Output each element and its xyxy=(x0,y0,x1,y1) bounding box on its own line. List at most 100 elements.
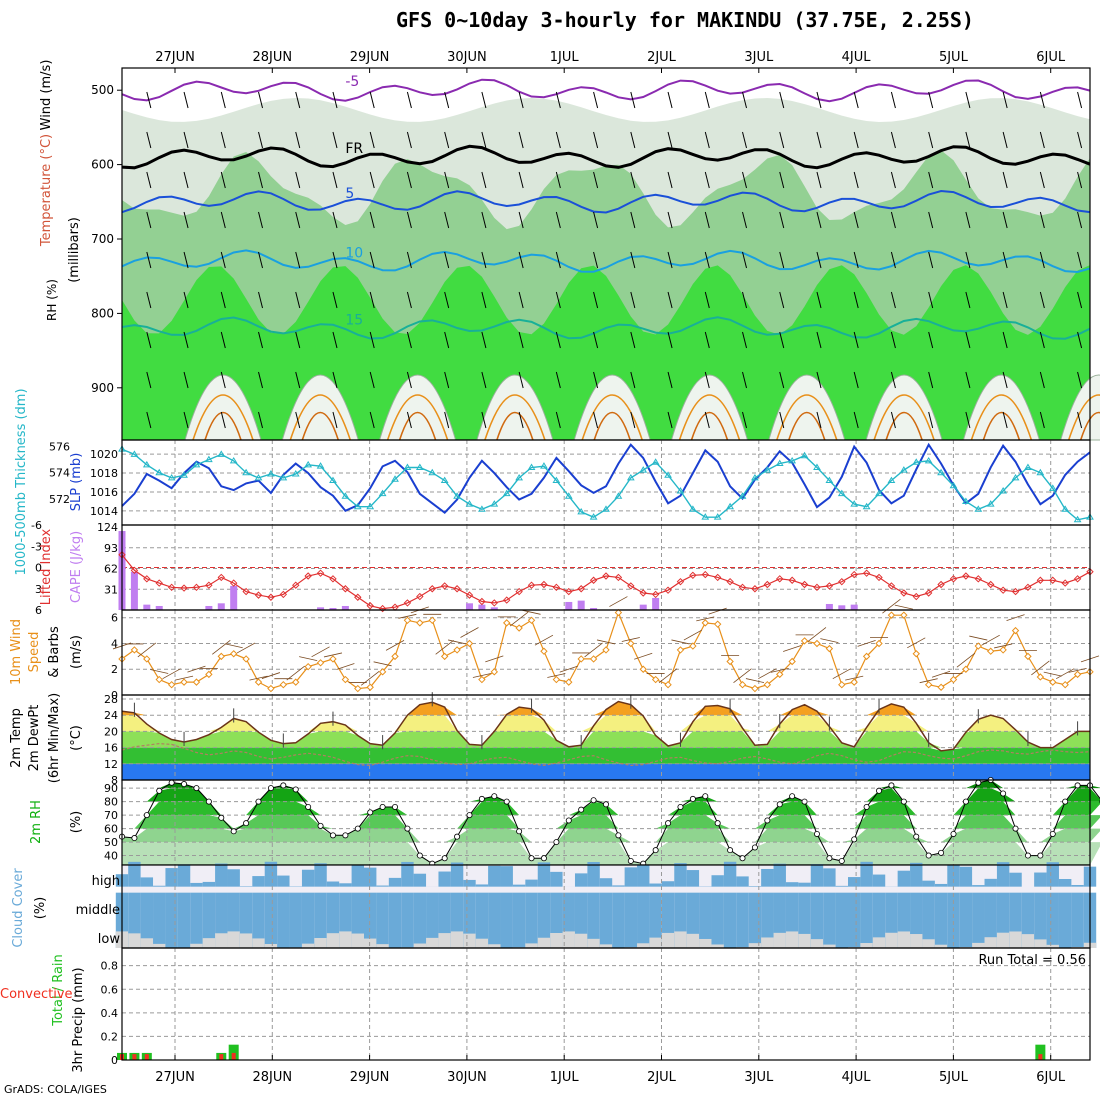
rh-marker xyxy=(565,817,572,824)
wind-speed-marker xyxy=(527,616,536,625)
wind-barb-10m xyxy=(261,672,281,679)
rh-marker xyxy=(813,830,820,837)
wind-barb xyxy=(555,371,561,389)
slp-axis-title: SLP (mb) xyxy=(69,453,84,512)
wind-speed-marker xyxy=(602,646,610,654)
cloud-bar-middle xyxy=(1071,892,1084,948)
lifted-index-marker xyxy=(155,579,163,587)
rh-band-fill xyxy=(122,842,1100,865)
cloud-bar-high xyxy=(128,861,141,887)
cloud-bar-high xyxy=(177,864,191,887)
dry-plume xyxy=(184,374,262,441)
wind-barb xyxy=(406,211,412,229)
wind-speed-marker xyxy=(155,675,163,684)
wind-barb xyxy=(1039,371,1045,389)
lifted-tick-label: 6 xyxy=(35,604,42,617)
lifted-index-marker xyxy=(701,570,709,579)
cloud-bar-low xyxy=(1009,931,1022,948)
wind-barb xyxy=(779,131,785,149)
rh-tick-label: 60 xyxy=(104,823,118,836)
rh-marker xyxy=(876,787,883,794)
wind-barb xyxy=(890,91,896,109)
rh-tick-label: 40 xyxy=(104,850,118,863)
wind-barb xyxy=(928,411,934,429)
thickness-marker xyxy=(626,473,635,481)
lifted-index-marker xyxy=(440,582,449,590)
wind-barb xyxy=(444,371,450,389)
rh-marker xyxy=(404,825,411,832)
cloud-unit-label: (%) xyxy=(33,897,48,920)
panel-frame xyxy=(121,947,1091,1061)
wind-barb xyxy=(704,211,710,229)
precip-convective-bar xyxy=(1038,1054,1043,1060)
thickness-marker xyxy=(751,473,759,481)
wind10m-axis-title-1: 10m Wind xyxy=(9,619,24,685)
wind-barb-10m xyxy=(783,645,802,652)
wind-barb xyxy=(295,91,301,109)
wind-tick-label: 4 xyxy=(111,637,118,650)
wind-barb xyxy=(593,411,599,429)
rh-marker xyxy=(1024,852,1031,859)
rh-axis-title: RH (%) xyxy=(45,279,59,321)
date-label-top: 5JUL xyxy=(939,50,969,65)
wind-barb xyxy=(183,251,189,269)
cloud-bar-high xyxy=(376,885,389,887)
cloud-bar-low xyxy=(301,943,315,948)
cloud-bar-low xyxy=(761,937,774,948)
rh-marker xyxy=(392,803,399,810)
temp-axis-title-3: (6hr Min/Max) xyxy=(47,693,62,783)
cloud-bar-middle xyxy=(537,892,551,948)
cloud-bar-low xyxy=(897,931,911,948)
cape-bar xyxy=(490,607,498,610)
wind-barb xyxy=(890,171,896,189)
wind-barb xyxy=(406,411,412,429)
rh-band-fill xyxy=(122,788,1100,802)
cloud-bar-middle xyxy=(748,892,762,948)
cloud-bar-low xyxy=(202,938,216,948)
wind-speed-marker xyxy=(217,652,225,661)
lifted-index-marker xyxy=(254,591,263,599)
cloud-bar-low xyxy=(550,933,563,948)
cloud-bar-middle xyxy=(848,892,861,948)
lifted-index-marker xyxy=(912,592,920,601)
thickness-marker xyxy=(651,458,660,465)
cloud-bar-high xyxy=(848,877,861,887)
cloud-bar-high xyxy=(897,870,911,887)
chart-title: GFS 0~10day 3-hourly for MAKINDU (37.75E… xyxy=(396,8,974,32)
cloud-bar-high xyxy=(277,875,290,887)
rh-marker xyxy=(329,832,336,839)
thickness-marker xyxy=(738,492,747,499)
cloud-bar-middle xyxy=(177,892,191,948)
cloud-bar-middle xyxy=(314,892,327,948)
dry-plume xyxy=(281,374,359,441)
lifted-index-marker xyxy=(1036,576,1045,584)
lifted-index-marker xyxy=(490,599,499,607)
cloud-bar-high xyxy=(773,863,786,887)
wind-barb xyxy=(481,211,487,229)
thickness-marker xyxy=(403,463,412,470)
wind-barb xyxy=(816,371,822,389)
wind-barb-10m xyxy=(150,669,169,674)
wind-speed-marker xyxy=(341,675,350,684)
wind-barb xyxy=(369,291,375,309)
cloud-bar-high xyxy=(463,879,476,887)
cape-tick-label: 124 xyxy=(97,521,118,534)
thickness-marker xyxy=(304,460,313,468)
wind-barb xyxy=(704,91,710,109)
wind-barb xyxy=(816,251,822,269)
wind-barb-10m xyxy=(137,642,157,658)
cloud-bar-middle xyxy=(500,892,513,948)
wind-barb xyxy=(146,251,152,269)
wind-barb xyxy=(853,171,859,189)
wind-barb xyxy=(630,131,636,149)
lifted-index-marker xyxy=(378,604,387,613)
wind-barb xyxy=(146,171,152,189)
isotherm-warm xyxy=(678,394,741,441)
wind-speed-marker xyxy=(838,680,846,689)
wind-barb xyxy=(667,171,673,189)
lifted-index-marker xyxy=(987,580,995,589)
cloud-bar-high xyxy=(351,864,364,887)
wind-speed-marker xyxy=(875,639,883,648)
temp-band-fill xyxy=(122,701,1090,716)
cloud-bar-low xyxy=(748,943,762,948)
